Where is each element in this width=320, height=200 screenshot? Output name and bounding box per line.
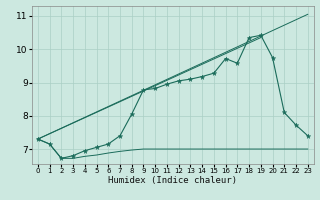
X-axis label: Humidex (Indice chaleur): Humidex (Indice chaleur)	[108, 176, 237, 185]
